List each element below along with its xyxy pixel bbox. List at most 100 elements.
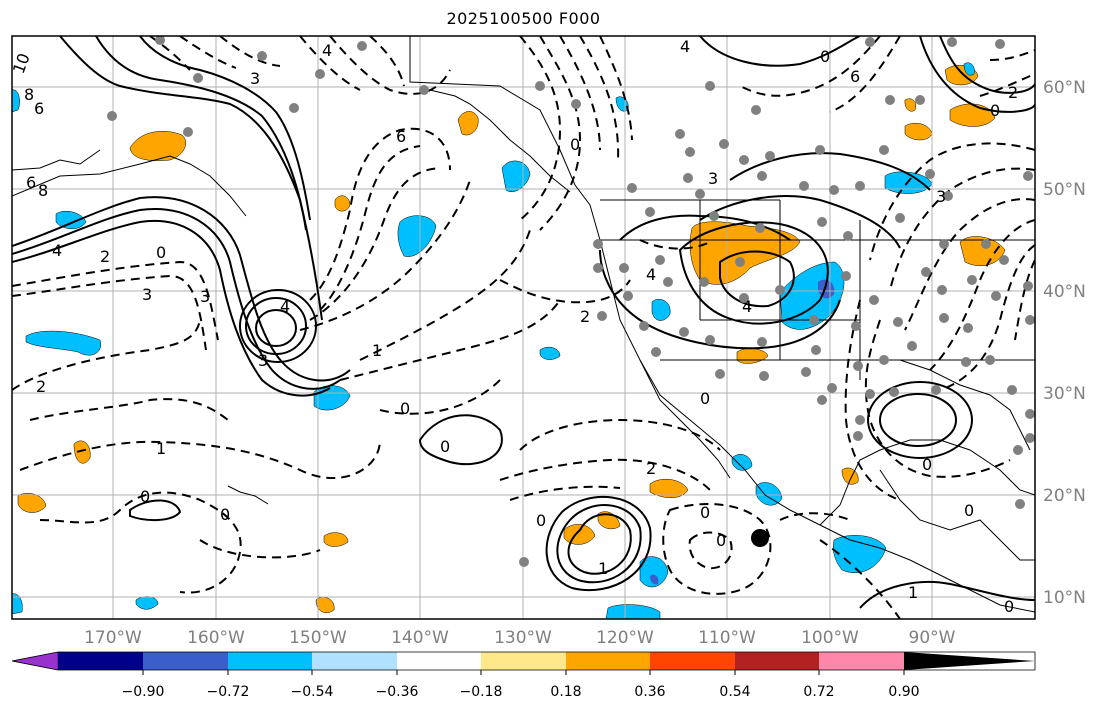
- colorbar-tick-label: −0.54: [291, 684, 334, 700]
- colorbar-segment: [481, 652, 566, 670]
- map-title: 2025100500 F000: [446, 9, 601, 28]
- colorbar: −0.90 −0.72 −0.54 −0.36 −0.18 0.18 0.36 …: [11, 651, 1036, 700]
- latitude-label: 40°N: [1043, 282, 1086, 302]
- colorbar-segment: [735, 652, 819, 670]
- latitude-label: 60°N: [1043, 78, 1086, 98]
- latitude-label: 50°N: [1043, 180, 1086, 200]
- blue-patch: [12, 89, 20, 113]
- orange-patch: [129, 131, 186, 161]
- contour-label: 6: [26, 173, 36, 192]
- contour-label: 3: [200, 287, 210, 306]
- contour-label: 4: [322, 41, 332, 60]
- contour-label: 4: [280, 297, 290, 316]
- contour-label: 4: [680, 37, 690, 56]
- longitude-label: 110°W: [698, 628, 756, 648]
- longitude-labels: 170°W 160°W 150°W 140°W 130°W 120°W 110°…: [84, 628, 956, 648]
- orange-patch: [959, 236, 1006, 266]
- colorbar-tick-label: −0.72: [207, 684, 250, 700]
- contour-label: 0: [700, 503, 710, 522]
- contour-label: 2: [36, 377, 46, 396]
- contour-label: 3: [142, 285, 152, 304]
- contour-label: 0: [820, 47, 830, 66]
- latitude-label: 20°N: [1043, 486, 1086, 506]
- blue-patch: [731, 454, 753, 471]
- colorbar-tick-label: 0.90: [888, 684, 919, 700]
- blue-patch: [605, 604, 661, 619]
- blue-patch: [55, 211, 87, 229]
- contour-label: 0: [716, 531, 726, 550]
- contour-label: 10: [9, 51, 34, 77]
- colorbar-tick-label: 0.54: [719, 684, 750, 700]
- map-content: 10 8 6 8 6 4 2 0 3 3 4 3 6 4 3 1 2 1 0 0…: [9, 36, 1035, 619]
- contour-label: 0: [140, 487, 150, 506]
- solid-contours: [12, 36, 1035, 609]
- latitude-label: 30°N: [1043, 384, 1086, 404]
- contour-label: 3: [250, 69, 260, 88]
- contour-label: 6: [850, 67, 860, 86]
- blue-patch: [25, 330, 102, 356]
- longitude-label: 160°W: [187, 628, 245, 648]
- longitude-label: 140°W: [391, 628, 449, 648]
- longitude-label: 170°W: [84, 628, 142, 648]
- colorbar-tick-label: −0.18: [460, 684, 503, 700]
- contour-label: 0: [570, 135, 580, 154]
- colorbar-extend-max: [904, 652, 1035, 670]
- latitude-labels: 60°N 50°N 40°N 30°N 20°N 10°N: [1043, 78, 1086, 608]
- contour-label: 1: [598, 559, 608, 578]
- longitude-label: 130°W: [494, 628, 552, 648]
- contour-label: 1: [372, 341, 382, 360]
- blue-patch: [12, 593, 23, 615]
- blue-patch: [651, 299, 671, 321]
- colorbar-tick-label: −0.36: [376, 684, 419, 700]
- contour-label: 6: [34, 99, 44, 118]
- longitude-label: 150°W: [289, 628, 347, 648]
- contour-label: 0: [964, 501, 974, 520]
- observation-dots: [107, 36, 1035, 567]
- colorbar-segment: [650, 652, 735, 670]
- colorbar-segment: [566, 652, 650, 670]
- colorbar-segment: [819, 652, 904, 670]
- colorbar-tick-label: 0.18: [550, 684, 581, 700]
- contour-label: 8: [38, 181, 48, 200]
- orange-patch: [323, 532, 349, 547]
- contour-label: 0: [536, 511, 546, 530]
- blue-patch: [755, 482, 783, 506]
- contour-label: 3: [708, 169, 718, 188]
- contour-label: 2: [646, 459, 656, 478]
- storm-center-marker: [751, 529, 769, 547]
- contour-label: 4: [52, 241, 62, 260]
- dashed-contours: [12, 36, 1035, 619]
- contour-label: 0: [400, 399, 410, 418]
- colorbar-tick-label: −0.90: [122, 684, 165, 700]
- longitude-label: 90°W: [909, 628, 956, 648]
- colorbar-segment: [58, 652, 143, 670]
- orange-patch: [17, 493, 47, 513]
- map-frame: [11, 35, 1036, 620]
- contour-label: 0: [922, 455, 932, 474]
- contour-label: 0: [990, 101, 1000, 120]
- blue-patch: [639, 556, 669, 588]
- contour-label: 0: [156, 243, 166, 262]
- contour-label: 2: [100, 247, 110, 266]
- blue-patch: [650, 574, 659, 585]
- longitude-label: 100°W: [801, 628, 859, 648]
- contour-label: 0: [440, 437, 450, 456]
- contour-label: 0: [220, 505, 230, 524]
- contour-label: 2: [1008, 83, 1018, 102]
- contour-label: 0: [700, 389, 710, 408]
- orange-patch: [457, 111, 479, 136]
- colorbar-segment: [312, 652, 397, 670]
- contour-label: 6: [396, 127, 406, 146]
- blue-patch: [833, 535, 887, 573]
- colorbar-segment: [228, 652, 312, 670]
- colorbar-segment: [143, 652, 228, 670]
- orange-patch: [904, 98, 916, 112]
- contour-label: 2: [580, 307, 590, 326]
- contour-label: 1: [908, 583, 918, 602]
- colorbar-tick-label: 0.72: [803, 684, 834, 700]
- contour-label: 1: [156, 439, 166, 458]
- contour-label: 3: [258, 351, 268, 370]
- longitude-label: 120°W: [596, 628, 654, 648]
- contour-labels: 10 8 6 8 6 4 2 0 3 3 4 3 6 4 3 1 2 1 0 0…: [9, 37, 1018, 616]
- contour-label: 4: [742, 297, 752, 316]
